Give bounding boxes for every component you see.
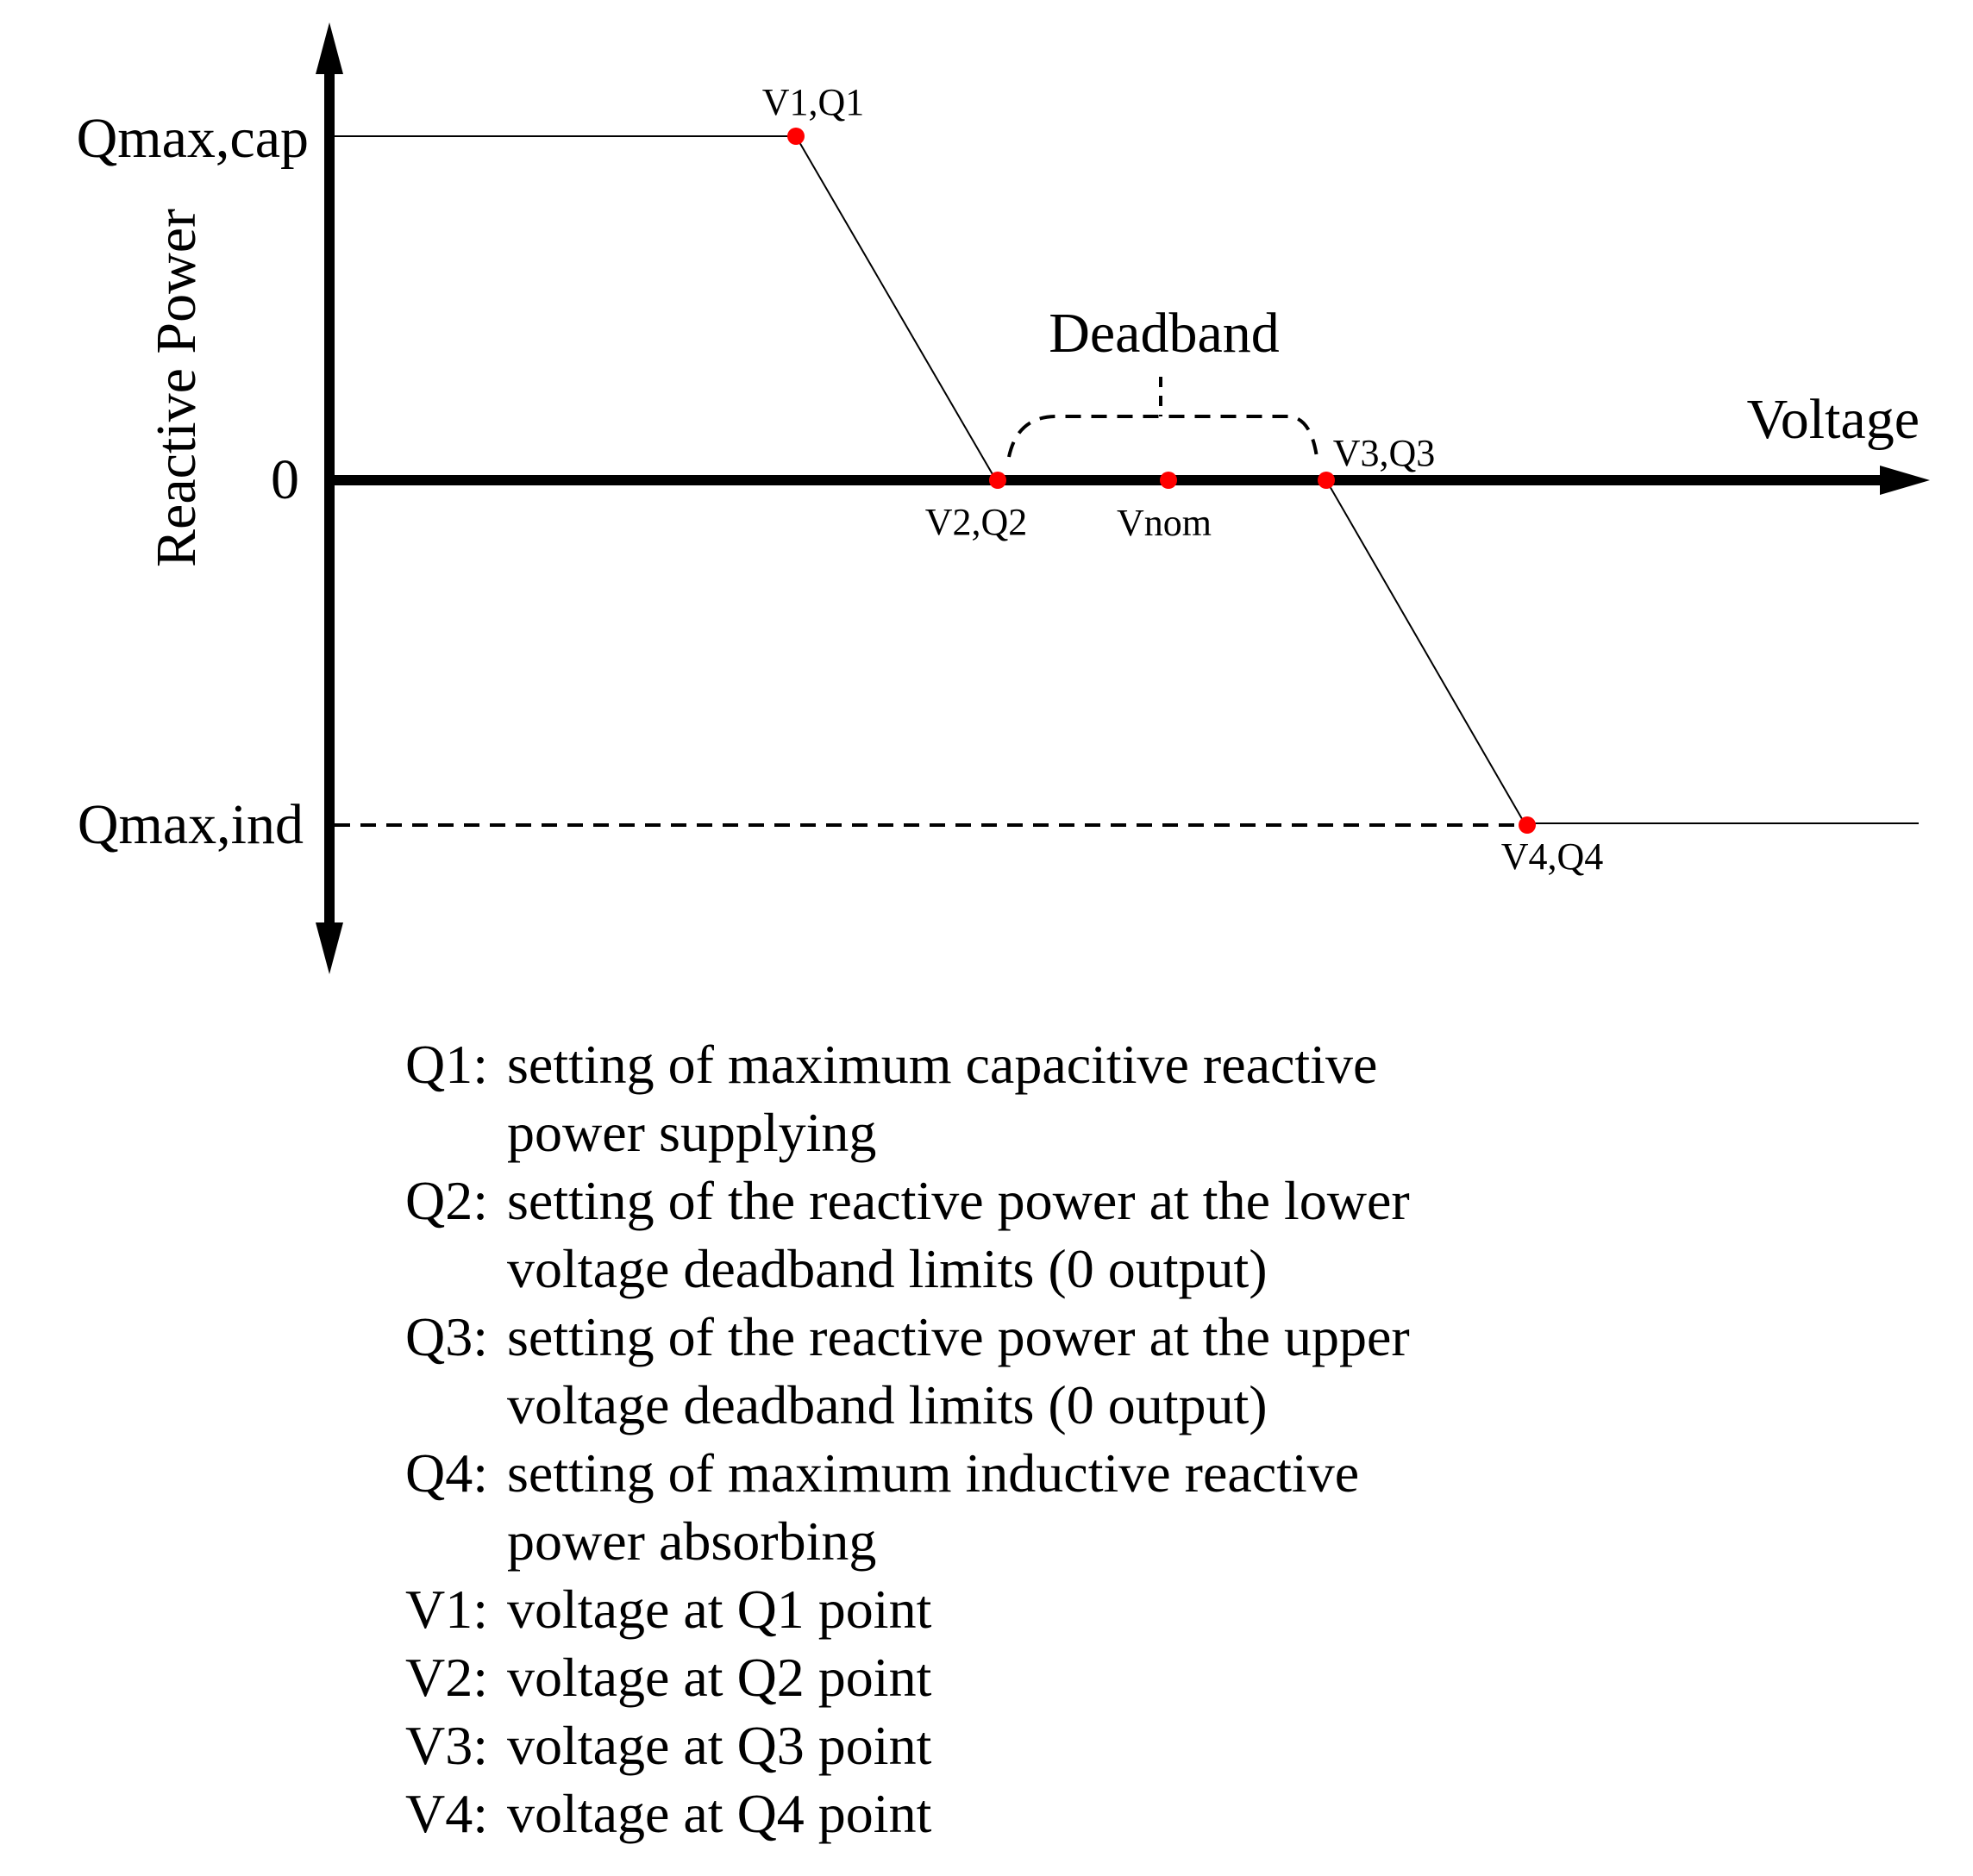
- label-v2q2: V2,Q2: [925, 501, 1028, 543]
- note-text: voltage at Q1 point: [507, 1579, 932, 1640]
- y-axis-label: Reactive Power: [145, 209, 208, 567]
- q-max-cap-label: Qmax,cap: [77, 107, 309, 170]
- legend-notes: Q1: setting of maximum capacitive reactiv…: [405, 1030, 1699, 1848]
- note-key: Q3:: [405, 1306, 488, 1367]
- point-v1q1: [787, 128, 805, 145]
- note-q1: Q1: setting of maximum capacitive reactiv…: [405, 1030, 1699, 1166]
- x-axis-label: Voltage: [1747, 388, 1920, 451]
- label-v4q4: V4,Q4: [1501, 835, 1604, 878]
- deadband-label: Deadband: [1049, 302, 1280, 365]
- note-q2: Q2: setting of the reactive power at the …: [405, 1166, 1699, 1303]
- note-text-cont: power absorbing: [507, 1510, 877, 1572]
- note-text: voltage at Q3 point: [507, 1715, 932, 1776]
- zero-label: 0: [271, 448, 299, 511]
- note-text: setting of maximum inductive reactive: [507, 1442, 1360, 1504]
- note-text: voltage at Q4 point: [507, 1783, 932, 1844]
- deadband-bracket: [1007, 415, 1318, 458]
- note-text: setting of maximum capacitive reactive: [507, 1034, 1378, 1095]
- point-vnom: [1160, 472, 1177, 489]
- note-q3: Q3: setting of the reactive power at the …: [405, 1303, 1699, 1439]
- note-q4: Q4: setting of maximum inductive reactive…: [405, 1439, 1699, 1575]
- note-text-cont: voltage deadband limits (0 output): [507, 1238, 1268, 1299]
- note-v2: V2: voltage at Q2 point: [405, 1643, 1699, 1711]
- note-key: V2:: [405, 1647, 488, 1708]
- label-v1q1: V1,Q1: [762, 81, 865, 123]
- note-v1: V1: voltage at Q1 point: [405, 1575, 1699, 1643]
- note-key: V1:: [405, 1579, 488, 1640]
- note-key: Q4:: [405, 1442, 488, 1504]
- note-text-cont: power supplying: [507, 1102, 877, 1163]
- x-axis-arrow: [1880, 466, 1930, 495]
- note-v3: V3: voltage at Q3 point: [405, 1711, 1699, 1779]
- point-v3q3: [1318, 472, 1335, 489]
- note-v4: V4: voltage at Q4 point: [405, 1779, 1699, 1848]
- note-text-cont: voltage deadband limits (0 output): [507, 1374, 1268, 1435]
- point-v4q4: [1519, 816, 1536, 834]
- q-max-ind-label: Qmax,ind: [78, 793, 304, 856]
- y-axis-arrow-down: [316, 922, 343, 974]
- note-key: Q2:: [405, 1170, 488, 1231]
- note-text: voltage at Q2 point: [507, 1647, 932, 1708]
- note-key: Q1:: [405, 1034, 488, 1095]
- note-key: V3:: [405, 1715, 488, 1776]
- volt-var-diagram: Reactive Power Voltage Qmax,cap 0 Qmax,i…: [77, 22, 1930, 974]
- note-key: V4:: [405, 1783, 488, 1844]
- note-text: setting of the reactive power at the upp…: [507, 1306, 1410, 1367]
- label-vnom: Vnom: [1117, 502, 1212, 544]
- label-v3q3: V3,Q3: [1333, 432, 1436, 474]
- y-axis-arrow-up: [316, 22, 343, 74]
- note-text: setting of the reactive power at the low…: [507, 1170, 1410, 1231]
- point-v2q2: [989, 472, 1006, 489]
